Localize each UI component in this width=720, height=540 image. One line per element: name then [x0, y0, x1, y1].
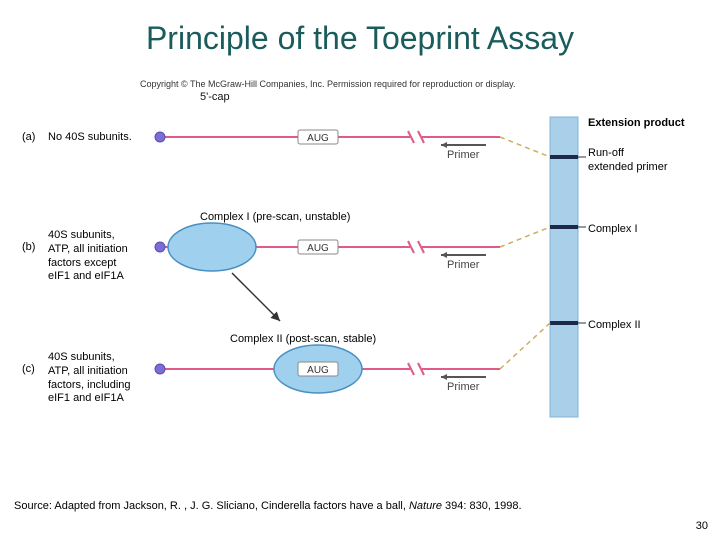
svg-text:AUG: AUG	[307, 133, 329, 144]
copyright-text: Copyright © The McGraw-Hill Companies, I…	[140, 79, 515, 89]
source-journal: Nature	[409, 500, 442, 512]
gel-title: Extension product	[588, 117, 685, 129]
primer-label: Primer	[447, 259, 479, 273]
panel-letter: (b)	[22, 241, 35, 253]
panel-condition-label: 40S subunits,ATP, all initiationfactors,…	[48, 351, 131, 406]
complex-label: Complex II (post-scan, stable)	[230, 333, 376, 345]
gel-band-label: Complex II	[588, 319, 641, 333]
panel-condition-label: No 40S subunits.	[48, 131, 132, 145]
source-citation: Source: Adapted from Jackson, R. , J. G.…	[14, 500, 706, 512]
panel-letter: (c)	[22, 363, 35, 375]
svg-text:AUG: AUG	[307, 365, 329, 376]
source-suffix: 394: 830, 1998.	[442, 500, 522, 512]
svg-text:AUG: AUG	[307, 243, 329, 254]
primer-label: Primer	[447, 381, 479, 395]
panel-condition-label: 40S subunits,ATP, all initiationfactors …	[48, 229, 128, 284]
complex-label: Complex I (pre-scan, unstable)	[200, 211, 350, 223]
page-title: Principle of the Toeprint Assay	[0, 0, 720, 67]
gel-band-label: Run-offextended primer	[588, 147, 668, 175]
page-number: 30	[696, 520, 708, 532]
cap-label: 5'-cap	[200, 91, 230, 103]
source-prefix: Source: Adapted from Jackson, R. , J. G.…	[14, 500, 409, 512]
primer-label: Primer	[447, 149, 479, 163]
gel-band-label: Complex I	[588, 223, 638, 237]
panel-letter: (a)	[22, 131, 35, 143]
toeprint-diagram: AUG AUG AUG Copyright © The McGraw-Hill Co…	[20, 77, 700, 437]
